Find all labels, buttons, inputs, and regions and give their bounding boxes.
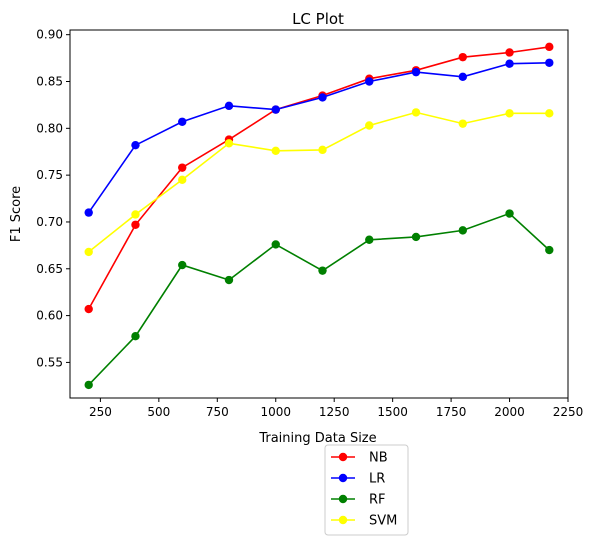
data-point-rf [365,235,374,244]
y-tick-label: 0.80 [36,121,63,135]
data-point-lr [458,72,467,82]
data-point-rf [271,240,280,249]
data-point-rf [545,245,554,255]
data-point-svm [224,139,234,148]
legend-label-nb: NB [369,451,388,466]
data-point-rf [458,226,467,235]
data-point-lr [545,58,554,67]
data-point-lr [224,101,234,111]
data-point-lr [84,208,93,217]
data-point-svm [178,175,187,185]
x-tick-label: 750 [206,405,229,419]
legend-label-rf: RF [369,493,386,508]
legend-box [324,444,409,536]
y-tick-label: 0.55 [36,355,63,369]
data-point-lr [505,59,514,68]
legend-marker-lr [338,473,348,483]
plot-area [69,29,569,399]
data-point-lr [318,93,327,102]
legend-marker-svm [338,515,348,525]
data-point-svm [131,210,140,219]
data-point-svm [458,119,467,128]
y-tick-label: 0.85 [36,75,63,89]
legend-label-svm: SVM [369,514,397,529]
data-point-lr [271,105,280,114]
x-tick-label: 1250 [319,405,350,419]
x-tick-label: 1500 [377,405,408,419]
y-tick-label: 0.70 [36,215,63,229]
data-point-svm [411,108,421,117]
data-point-nb [84,304,93,314]
y-axis-label: F1 Score [9,186,24,242]
data-point-lr [365,77,374,86]
legend-label-lr: LR [369,472,385,487]
series-line-lr [88,62,550,214]
x-tick-label: 2000 [494,405,525,419]
data-point-rf [411,232,421,242]
y-tick-label: 0.90 [36,28,63,42]
legend: NB LR RF SVM [324,444,409,536]
data-point-nb [458,52,467,62]
data-point-svm [505,109,514,118]
data-point-lr [411,67,421,77]
data-point-rf [84,380,93,390]
data-point-svm [365,121,374,130]
data-point-nb [545,42,554,52]
y-tick-label: 0.60 [36,309,63,323]
series-line-rf [88,212,550,386]
data-point-svm [271,146,280,155]
data-point-rf [224,275,234,285]
data-point-nb [131,220,140,229]
data-point-rf [505,209,514,218]
data-point-svm [545,109,554,118]
y-tick-label: 0.65 [36,262,63,276]
legend-marker-nb [338,452,348,462]
data-point-rf [178,260,187,270]
x-axis: 250 500 750 1000 1250 1500 1750 2000 2250 [89,398,583,419]
data-point-svm [84,247,93,257]
x-tick-label: 1000 [260,405,291,419]
x-tick-label: 1750 [436,405,467,419]
data-point-nb [178,163,187,172]
x-tick-label: 250 [89,405,112,419]
legend-marker-rf [338,494,348,504]
data-point-rf [318,266,327,275]
x-tick-label: 2250 [553,405,584,419]
data-point-lr [131,140,140,150]
data-point-lr [178,117,187,126]
chart-title: LC Plot [292,10,344,28]
data-point-rf [131,331,140,341]
series-layer [84,42,554,390]
x-tick-label: 500 [147,405,170,419]
y-tick-label: 0.75 [36,168,63,182]
data-point-nb [505,48,514,57]
y-axis: 0.55 0.60 0.65 0.70 0.75 0.80 0.85 0.90 [36,28,70,369]
data-point-svm [318,145,327,155]
x-axis-label: Training Data Size [258,431,376,446]
